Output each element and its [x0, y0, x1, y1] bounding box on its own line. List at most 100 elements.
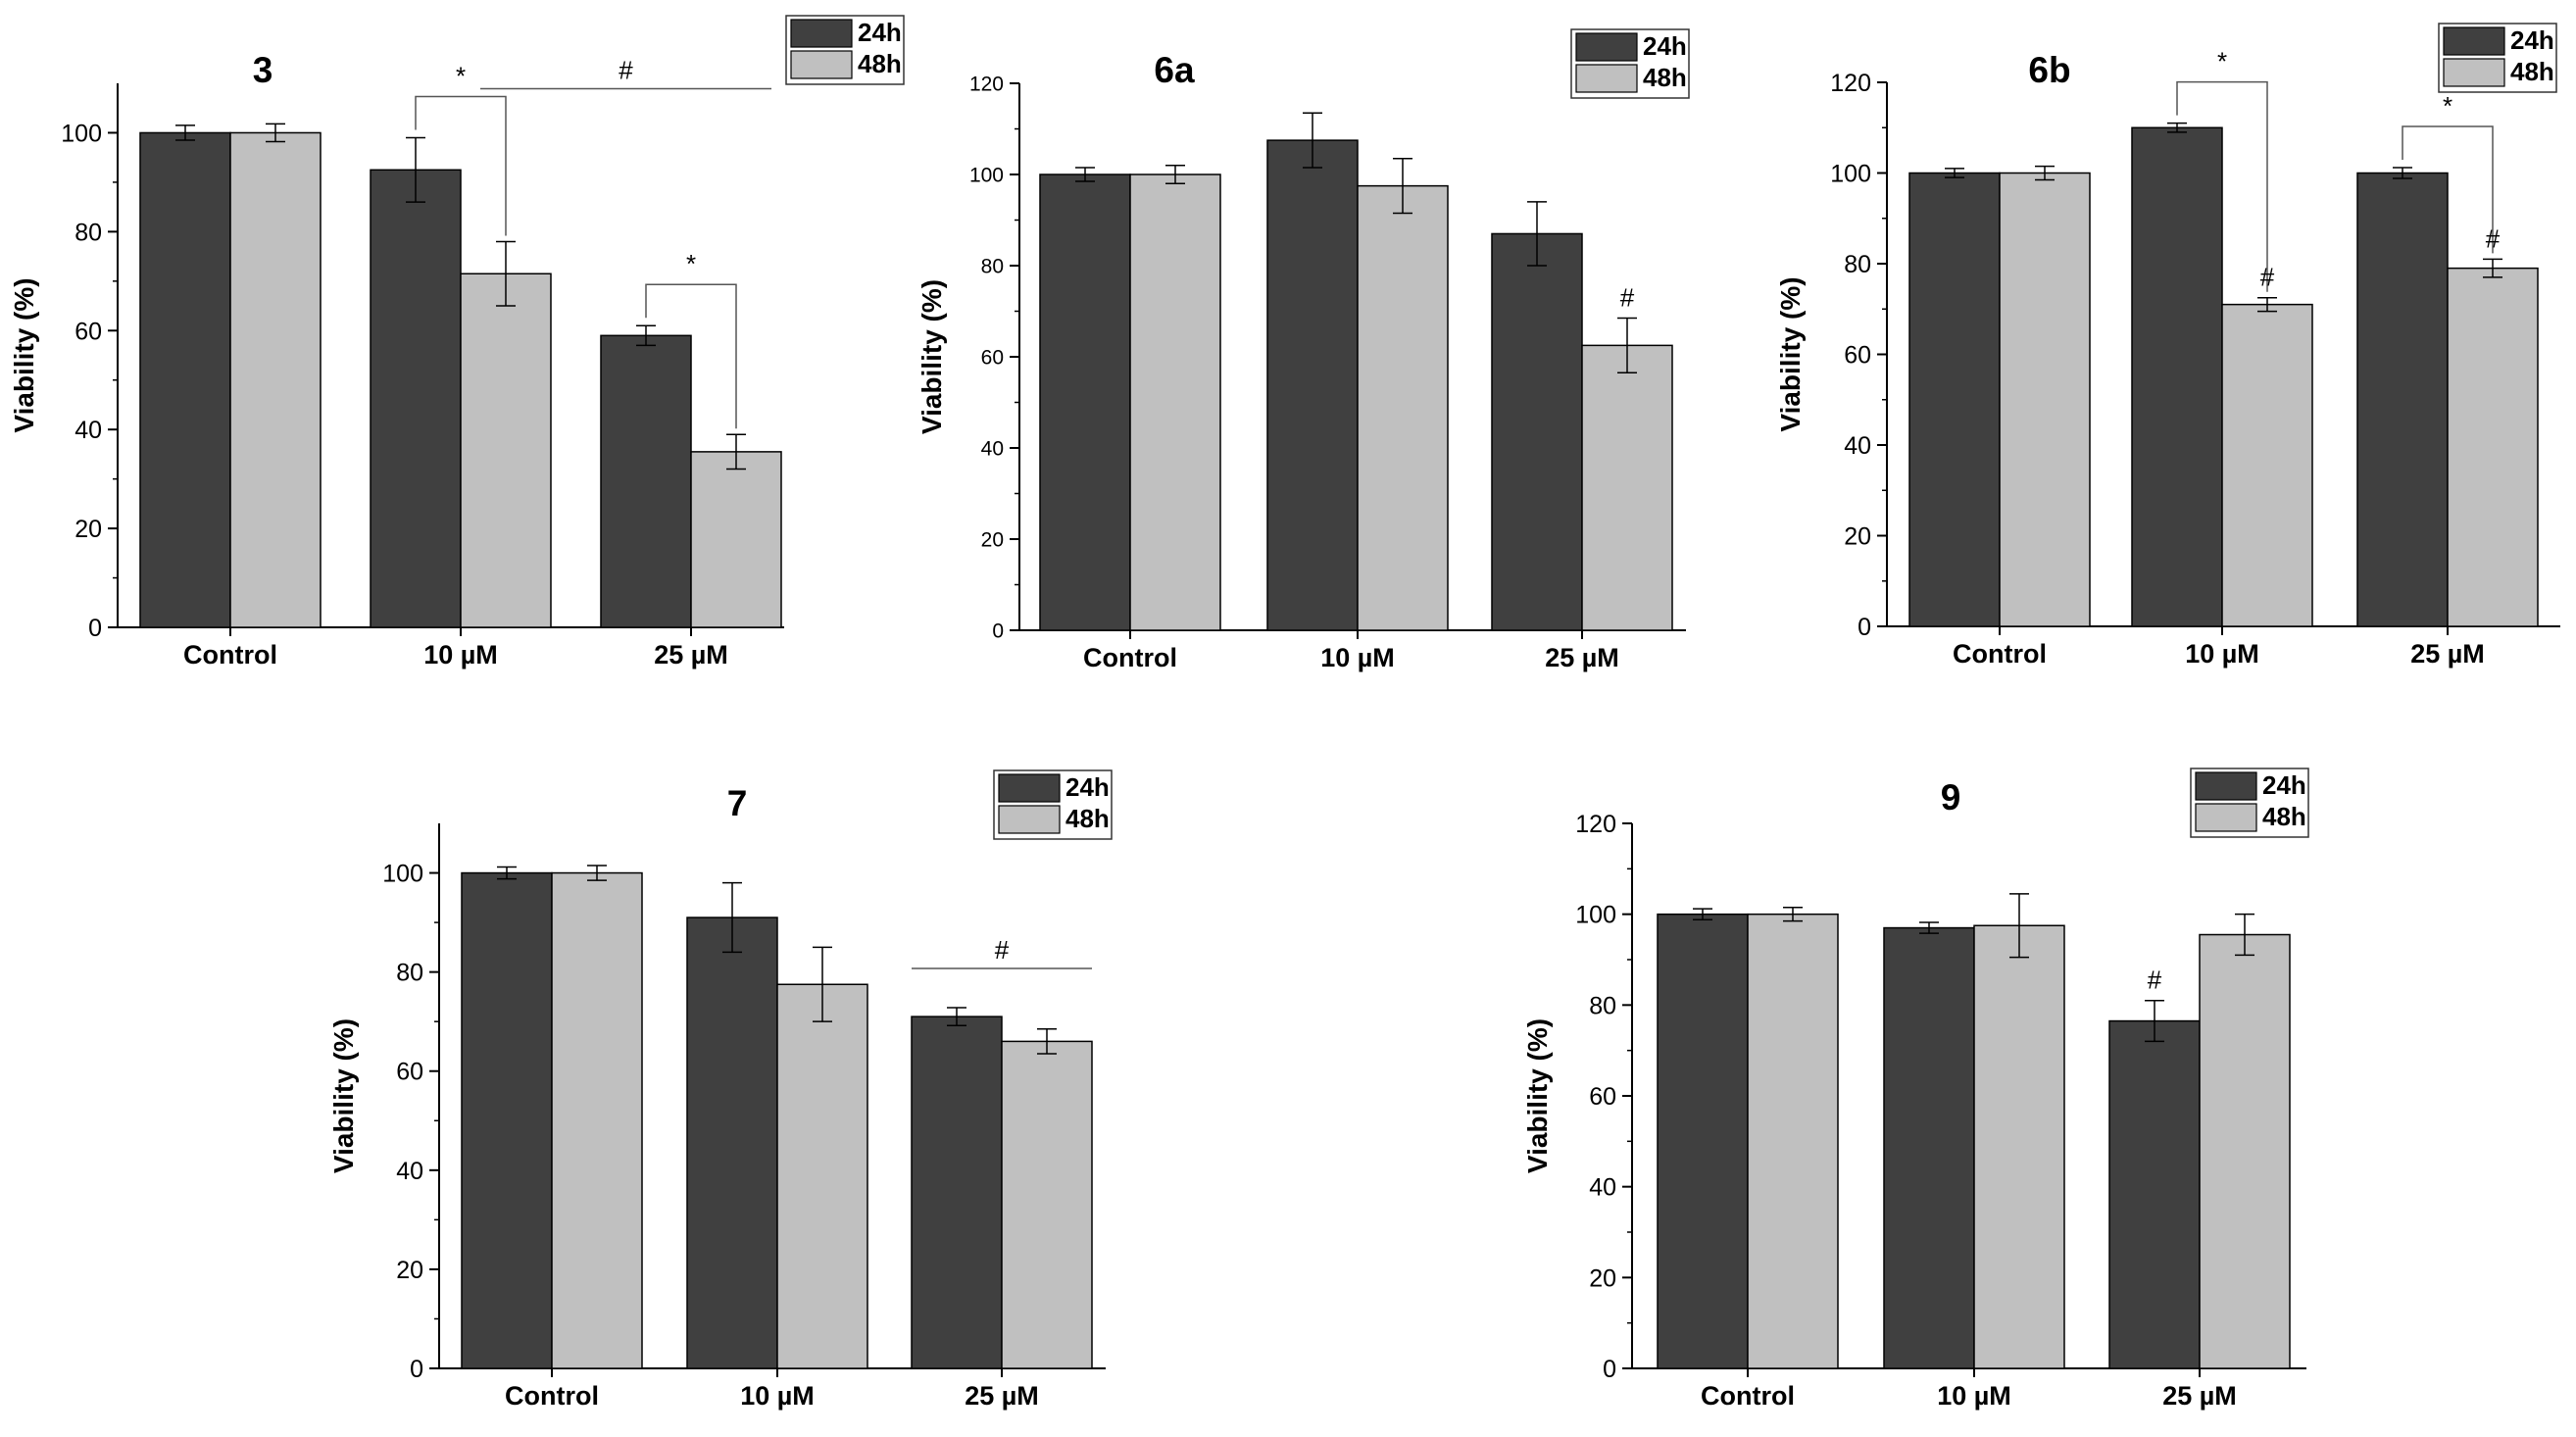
panel-6b-x-tick-label: Control [1953, 639, 2047, 669]
panel-6b-y-tick-label: 80 [1844, 251, 1871, 278]
panel-6a-y-tick-label: 40 [981, 438, 1004, 461]
panel-6a-x-tick-label: 10 µM [1320, 643, 1395, 672]
panel-6a-y-axis-label: Viability (%) [916, 279, 947, 434]
panel-6b-x-tick-label: 10 µM [2185, 639, 2259, 669]
panel-6a-legend-swatch-48h [1575, 64, 1638, 93]
panel-6b-bar-control-48h [1999, 172, 2091, 627]
panel-3-legend-label-48h: 48h [858, 49, 902, 78]
panel-7-bar-control-24h [461, 871, 553, 1369]
panel-6b-significance-bracket [2176, 80, 2268, 292]
panel-9-y-tick-label: 0 [1603, 1356, 1616, 1383]
panel-6a-bar-10-um-48h [1357, 184, 1449, 631]
panel-6b-significance-star: * [2443, 91, 2452, 121]
panel-7-y-tick-label: 40 [396, 1158, 423, 1185]
panel-3-y-tick-label: 40 [74, 417, 102, 444]
panel-3-bar-10-um-48h [460, 273, 552, 628]
panel-6b-bar-25-um-48h [2447, 267, 2539, 627]
panel-3-bar-10-um-24h [370, 169, 462, 628]
panel-6a-y-tick-label: 100 [969, 165, 1004, 187]
panel-3-y-tick-label: 0 [88, 615, 102, 642]
panel-3-y-tick-label: 20 [74, 516, 102, 543]
panel-9-legend-swatch-48h [2195, 803, 2257, 832]
panel-3-x-tick-label: 25 µM [654, 640, 728, 669]
panel-6b-y-tick-label: 100 [1830, 161, 1871, 188]
panel-9-bar-25-um-48h [2199, 933, 2291, 1369]
panel-7-y-axis-label: Viability (%) [328, 1018, 359, 1173]
panel-3-bar-25-um-48h [690, 451, 782, 628]
panel-3-legend-swatch-48h [790, 50, 853, 79]
panel-6a-legend-label-48h: 48h [1643, 63, 1687, 92]
panel-9-y-tick-label: 100 [1575, 902, 1616, 929]
panel-6b-bar-25-um-24h [2356, 172, 2449, 627]
panel-6b-significance-star: * [2217, 47, 2227, 76]
panel-9-legend-label-48h: 48h [2262, 802, 2306, 831]
panel-9-bar-control-24h [1657, 913, 1749, 1369]
panel-3-legend-label-24h: 24h [858, 18, 902, 47]
panel-3-y-axis-label: Viability (%) [9, 277, 39, 432]
panel-9-x-tick-label: 25 µM [2162, 1381, 2237, 1411]
panel-9-y-tick-label: 20 [1589, 1264, 1616, 1292]
panel-6b-y-axis-label: Viability (%) [1775, 276, 1806, 431]
panel-6a-title: 6a [1154, 50, 1195, 90]
panel-6a-bar-control-24h [1039, 173, 1131, 631]
panel-3-title: 3 [253, 50, 273, 90]
panel-6a-x-tick-label: 25 µM [1545, 643, 1619, 672]
panel-9-bar-10-um-24h [1883, 926, 1975, 1369]
panel-7-y-tick-label: 100 [382, 861, 423, 888]
panel-9-legend-swatch-24h [2195, 771, 2257, 801]
panel-6a-bar-control-48h [1129, 173, 1221, 631]
panel-7-bar-25-um-24h [911, 1016, 1003, 1369]
panel-6a-y-tick-label: 120 [969, 74, 1004, 96]
panel-7-bar-25-um-48h [1001, 1040, 1093, 1369]
panel-7-x-tick-label: 10 µM [740, 1381, 815, 1411]
panel-9-y-axis-label: Viability (%) [1522, 1018, 1553, 1173]
panel-6b-legend-swatch-24h [2443, 26, 2505, 56]
panel-7-y-tick-label: 20 [396, 1257, 423, 1284]
panel-3: 0 20 40 60 80 100 Control 10 µM 25 µM 3 Viability … [9, 15, 905, 669]
panel-7-bar-control-48h [551, 871, 643, 1369]
panel-6a-bar-25-um-24h [1491, 232, 1583, 631]
panel-6b-significance-bracket [2402, 125, 2494, 254]
panel-3-y-tick-label: 100 [61, 120, 102, 147]
panel-9-x-tick-label: 10 µM [1937, 1381, 2011, 1411]
panel-7: 0 20 40 60 80 100 Control 10 µM 25 µM 7 Viability … [328, 769, 1113, 1411]
panel-6a-legend-label-24h: 24h [1643, 31, 1687, 61]
panel-6a: 0 20 40 60 80 100 120 Control 10 µM 25 µM 6a Viabil… [916, 28, 1690, 672]
panel-7-title: 7 [727, 783, 748, 823]
panel-6a-y-tick-label: 0 [992, 620, 1004, 643]
panel-6b-title: 6b [2028, 50, 2070, 90]
panel-3-bar-25-um-24h [600, 334, 692, 628]
panel-6b-y-tick-label: 60 [1844, 342, 1871, 370]
panel-7-legend-swatch-24h [998, 773, 1061, 803]
panel-9-x-tick-label: Control [1701, 1381, 1795, 1411]
panel-6b-legend-label-48h: 48h [2510, 57, 2554, 86]
panel-6a-y-tick-label: 80 [981, 256, 1004, 278]
panel-6b-y-tick-label: 120 [1830, 70, 1871, 97]
panel-6b-y-tick-label: 40 [1844, 432, 1871, 460]
panel-9-bar-control-48h [1747, 913, 1839, 1369]
panel-3-significance-bracket [415, 95, 507, 236]
panel-9-y-tick-label: 60 [1589, 1083, 1616, 1111]
panel-6b-x-tick-label: 25 µM [2410, 639, 2485, 669]
panel-6b-legend-swatch-48h [2443, 58, 2505, 87]
panel-6b-y-tick-label: 0 [1858, 614, 1871, 641]
panel-6b-significance-mark: # [2260, 263, 2275, 292]
panel-6b-bar-10-um-48h [2221, 303, 2313, 627]
panel-6a-significance-mark: # [1620, 282, 1635, 312]
panel-3-bar-control-48h [229, 131, 322, 628]
panel-7-y-tick-label: 60 [396, 1059, 423, 1086]
panel-7-legend-label-24h: 24h [1065, 772, 1110, 802]
panel-6a-x-tick-label: Control [1083, 643, 1177, 672]
panel-9-y-tick-label: 120 [1575, 811, 1616, 838]
panel-7-x-tick-label: Control [505, 1381, 599, 1411]
panel-9-bar-10-um-48h [1973, 924, 2065, 1369]
panel-7-legend-swatch-48h [998, 805, 1061, 834]
panel-3-significance-bracket [645, 283, 737, 429]
panel-6a-bar-25-um-48h [1581, 344, 1673, 631]
